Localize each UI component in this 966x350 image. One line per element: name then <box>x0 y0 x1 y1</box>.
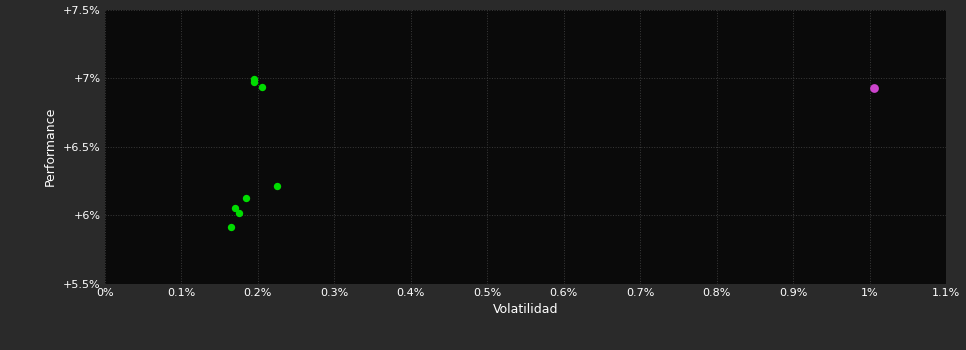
Point <box>227 205 242 210</box>
Point <box>246 79 262 84</box>
Point <box>246 76 262 82</box>
Y-axis label: Performance: Performance <box>44 107 57 186</box>
Point <box>254 84 270 90</box>
X-axis label: Volatilidad: Volatilidad <box>493 303 558 316</box>
Point <box>239 195 254 201</box>
Point <box>231 210 246 216</box>
Point <box>270 183 285 189</box>
Point <box>866 85 881 91</box>
Point <box>223 224 239 230</box>
